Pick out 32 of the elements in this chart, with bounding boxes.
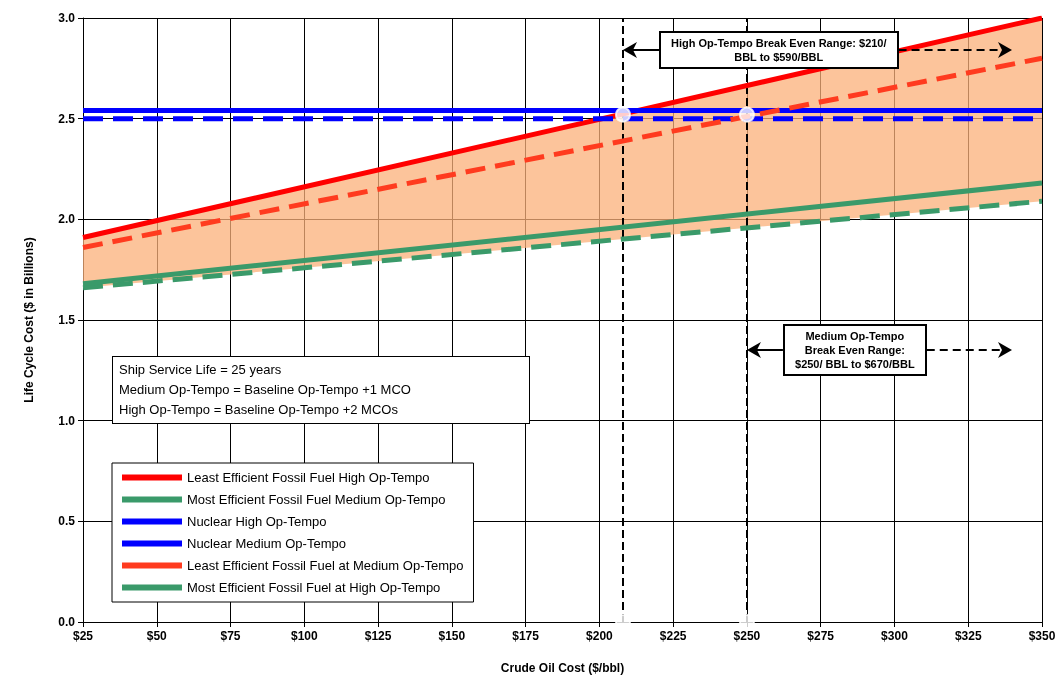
legend-label: Most Efficient Fossil Fuel at High Op-Tempo [187, 580, 441, 595]
x-tick-label: $175 [512, 629, 540, 643]
x-tick-label: $75 [220, 629, 241, 643]
y-tick-label: 0.5 [58, 514, 76, 529]
y-axis-title: Life Cycle Cost ($ in Billions) [22, 237, 36, 403]
note-box: Ship Service Life = 25 years Medium Op-Tempo = Baseline Op-Tempo +1 MCO High Op-Tempo = Baseline Op-Tempo +2 MCOs [112, 356, 530, 424]
x-tick-label: $200 [586, 629, 614, 643]
x-tick-label: $350 [1028, 629, 1056, 643]
note-box: High Op-Tempo Break Even Range: $210/ BBL to $590/BBL [659, 31, 899, 69]
x-tick-label: $275 [807, 629, 835, 643]
x-tick-label: $250 [733, 629, 761, 643]
x-tick-label: $225 [659, 629, 687, 643]
x-tick-label: $25 [72, 629, 94, 643]
x-tick-label: $325 [954, 629, 982, 643]
legend-label: Most Efficient Fossil Fuel Medium Op-Tempo [187, 492, 446, 507]
x-axis-title: Crude Oil Cost ($/bbl) [500, 661, 625, 675]
x-tick-label: $150 [438, 629, 466, 643]
legend-label: Nuclear High Op-Tempo [187, 514, 327, 529]
legend-label: Least Efficient Fossil Fuel at Medium Op-Tempo [187, 558, 464, 573]
legend-label: Least Efficient Fossil Fuel High Op-Tempo [187, 470, 430, 485]
y-tick-label: 1.0 [58, 413, 76, 428]
y-tick-label: 2.0 [58, 212, 76, 227]
legend-label: Nuclear Medium Op-Tempo [187, 536, 346, 551]
y-tick-label: 1.5 [58, 313, 76, 327]
x-tick-label: $100 [290, 629, 318, 643]
x-tick-label: $50 [146, 629, 168, 643]
y-tick-label: 3.0 [58, 11, 76, 25]
note-box: Medium Op-Tempo Break Even Range: $250/ BBL to $670/BBL [782, 324, 927, 376]
x-tick-label: $300 [881, 629, 909, 643]
x-tick-label: $125 [364, 629, 392, 643]
y-tick-label: 2.5 [58, 111, 76, 126]
y-tick-label: 0.0 [58, 615, 76, 629]
